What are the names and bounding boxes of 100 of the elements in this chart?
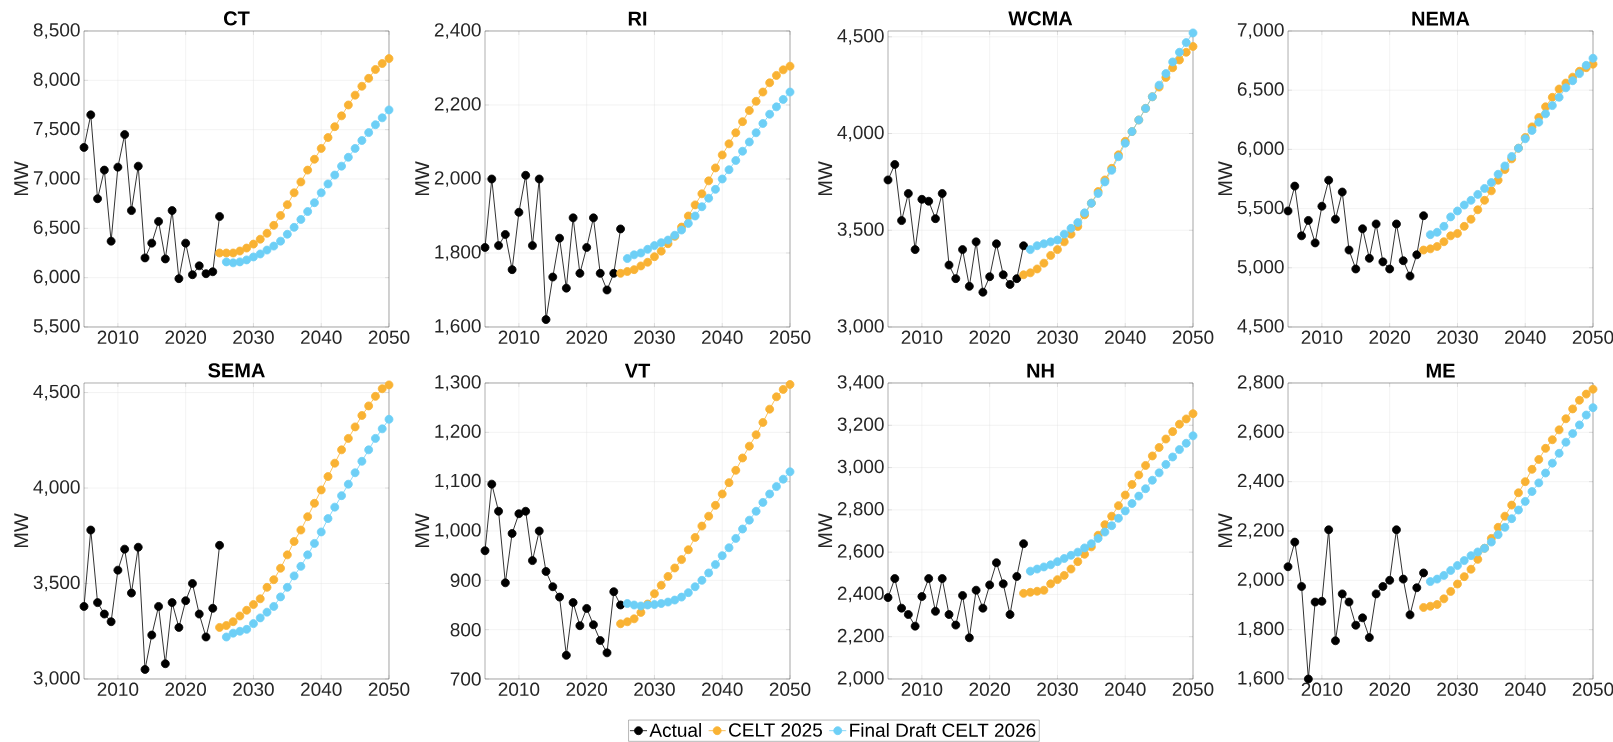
y-tick-label: 2,800 — [1237, 375, 1284, 391]
chart-title: WCMA — [1008, 11, 1073, 26]
y-tick-label: 5,500 — [1237, 200, 1284, 217]
x-tick-label: 2020 — [969, 330, 1011, 344]
y-tick-label: 1,800 — [1238, 621, 1284, 638]
legend-label: CELT 2025 — [729, 723, 822, 737]
y-tick-label: 2,200 — [434, 97, 481, 113]
x-tick-label: 2030 — [233, 682, 274, 696]
x-tick-label: 2010 — [498, 330, 540, 344]
x-tick-label: 2050 — [1172, 682, 1214, 696]
y-tick-label: 3,500 — [33, 575, 80, 592]
y-tick-label: 2,400 — [1237, 473, 1284, 490]
x-tick-label: 2040 — [1105, 330, 1146, 344]
y-tick-label: 2,000 — [1237, 572, 1284, 589]
y-tick-label: 2,600 — [1237, 424, 1284, 441]
y-tick-label: 1,300 — [435, 375, 481, 391]
x-tick-label: 2010 — [97, 330, 139, 344]
x-tick-label: 2030 — [1037, 682, 1078, 696]
y-tick-label: 4,500 — [837, 28, 884, 45]
y-tick-label: 900 — [450, 573, 481, 588]
x-tick-label: 2020 — [969, 682, 1011, 696]
chart-title: NH — [1027, 363, 1054, 378]
chart-title: NEMA — [1412, 11, 1470, 26]
y-axis-title: MW — [415, 161, 430, 196]
y-tick-label: 3,000 — [837, 459, 884, 476]
y-tick-label: 5,500 — [33, 319, 80, 335]
x-tick-label: 2010 — [1301, 682, 1343, 696]
x-tick-label: 2010 — [1301, 330, 1343, 344]
y-tick-label: 6,000 — [33, 269, 80, 286]
y-tick-label: 6,000 — [1237, 141, 1284, 158]
y-tick-label: 1,600 — [435, 319, 481, 335]
legend-label: Actual — [649, 723, 701, 737]
y-axis-title: MW — [14, 513, 29, 548]
x-tick-label: 2040 — [702, 682, 743, 696]
chart-title: ME — [1426, 363, 1455, 378]
legend-label: Final Draft CELT 2026 — [850, 723, 1036, 737]
y-tick-label: 3,400 — [837, 375, 884, 391]
y-tick-label: 3,000 — [837, 319, 884, 335]
x-tick-label: 2010 — [97, 682, 139, 696]
y-tick-label: 2,000 — [434, 171, 481, 187]
x-tick-label: 2010 — [498, 682, 540, 696]
y-tick-label: 3,200 — [837, 417, 884, 434]
y-tick-label: 7,000 — [33, 171, 80, 187]
x-tick-label: 2040 — [1105, 682, 1146, 696]
y-tick-label: 8,000 — [33, 72, 80, 89]
y-tick-label: 800 — [450, 622, 481, 637]
y-tick-label: 6,500 — [33, 220, 80, 237]
x-tick-label: 2050 — [368, 682, 410, 696]
chart-title: VT — [624, 363, 651, 378]
y-tick-label: 2,200 — [837, 628, 884, 645]
x-tick-label: 2030 — [233, 330, 274, 344]
chart-title: SEMA — [208, 363, 265, 378]
y-axis-title: MW — [818, 513, 833, 548]
x-tick-label: 2020 — [566, 682, 608, 696]
x-tick-label: 2010 — [901, 682, 943, 696]
x-tick-label: 2020 — [165, 330, 207, 344]
y-axis-title: MW — [14, 161, 29, 196]
x-tick-label: 2030 — [1437, 682, 1478, 696]
y-tick-label: 4,500 — [1237, 319, 1284, 335]
x-tick-label: 2020 — [566, 330, 608, 344]
y-tick-label: 1,200 — [435, 424, 481, 441]
y-axis-title: MW — [818, 161, 833, 196]
y-tick-label: 700 — [450, 672, 481, 686]
y-tick-label: 2,200 — [1237, 523, 1284, 539]
x-tick-label: 2020 — [165, 682, 207, 696]
y-tick-label: 1,000 — [435, 523, 481, 539]
y-tick-label: 3,000 — [33, 671, 80, 687]
chart-title: CT — [223, 11, 250, 26]
y-tick-label: 6,500 — [1237, 82, 1284, 99]
x-tick-label: 2050 — [1572, 682, 1613, 696]
y-tick-label: 1,600 — [1238, 671, 1284, 687]
y-tick-label: 1,800 — [435, 245, 481, 261]
y-axis-title: MW — [1218, 161, 1233, 196]
x-tick-label: 2010 — [901, 330, 943, 344]
x-tick-label: 2040 — [301, 330, 342, 344]
y-tick-label: 2,400 — [434, 23, 481, 39]
x-tick-label: 2040 — [301, 682, 342, 696]
x-tick-label: 2040 — [1505, 682, 1546, 696]
x-tick-label: 2030 — [1437, 330, 1478, 344]
y-tick-label: 7,000 — [1237, 23, 1284, 39]
y-tick-label: 2,800 — [837, 502, 884, 518]
x-tick-label: 2030 — [1037, 330, 1078, 344]
y-tick-label: 4,000 — [33, 480, 80, 496]
y-tick-label: 2,400 — [837, 586, 884, 603]
y-tick-label: 2,000 — [837, 671, 884, 687]
y-tick-label: 4,000 — [837, 125, 884, 142]
y-tick-label: 2,600 — [837, 544, 884, 560]
x-tick-label: 2020 — [1369, 682, 1411, 696]
y-axis-title: MW — [415, 513, 430, 548]
x-tick-label: 2050 — [1572, 330, 1613, 344]
x-tick-label: 2050 — [1172, 330, 1214, 344]
x-tick-label: 2050 — [769, 330, 811, 344]
y-axis-title: MW — [1218, 513, 1233, 548]
x-tick-label: 2030 — [634, 330, 675, 344]
chart-title: RI — [628, 11, 647, 26]
y-tick-label: 5,000 — [1237, 259, 1284, 276]
x-tick-label: 2050 — [368, 330, 410, 344]
x-tick-label: 2020 — [1369, 330, 1411, 344]
x-tick-label: 2030 — [634, 682, 675, 696]
x-tick-label: 2040 — [1505, 330, 1546, 344]
